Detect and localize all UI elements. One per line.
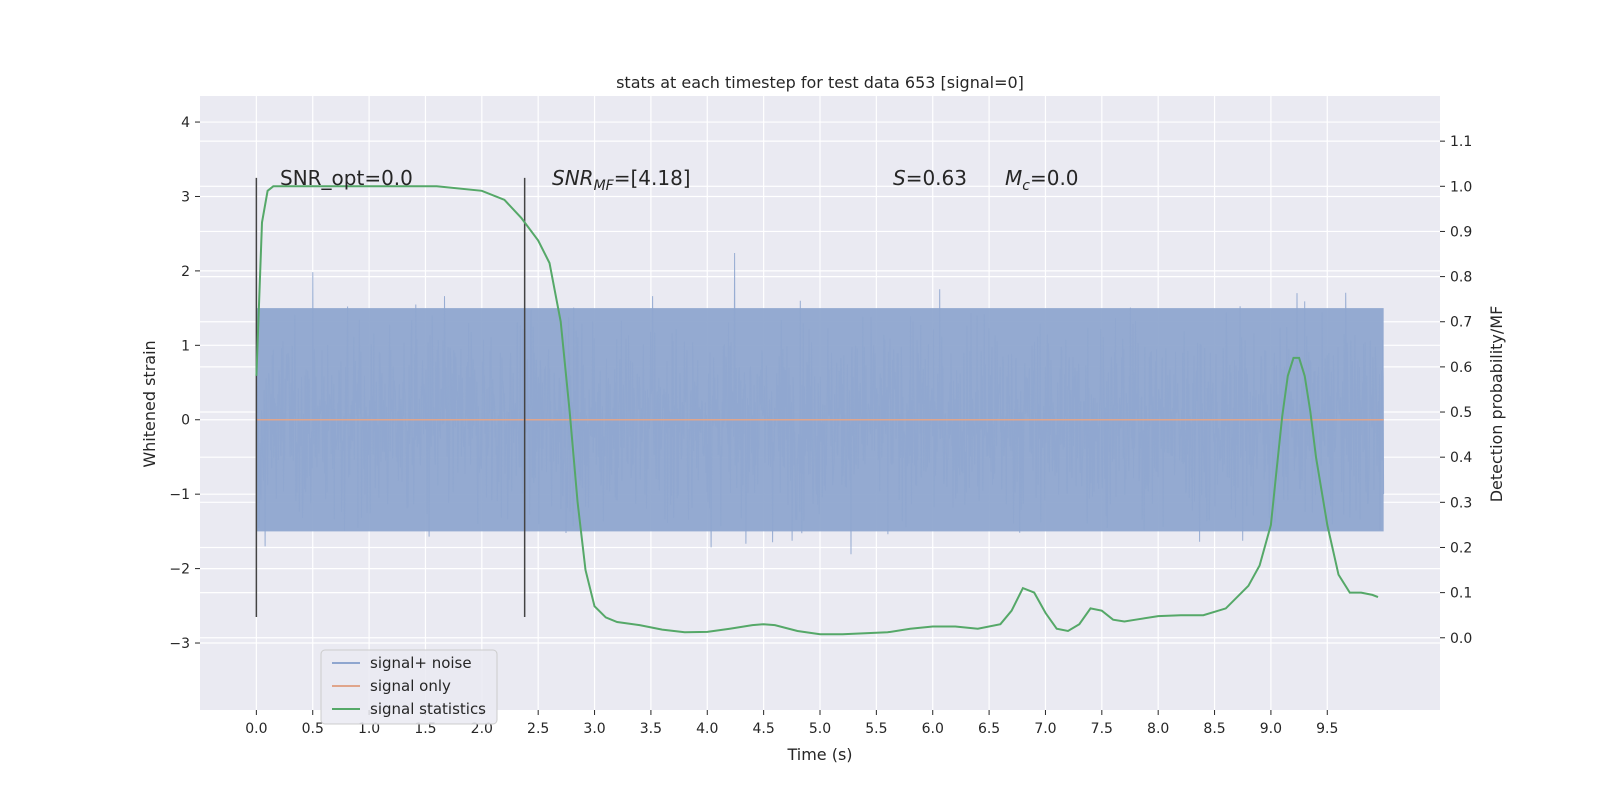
y2-tick-label: 1.0: [1450, 179, 1472, 195]
x-tick-label: 0.0: [245, 721, 267, 737]
y-tick-label: −3: [169, 636, 190, 652]
annotation-s-tail: =0.63: [906, 166, 967, 190]
annotation-s-main: S: [893, 166, 906, 190]
legend-box: [320, 649, 498, 725]
annotation-s: S=0.63: [893, 166, 967, 190]
y2-tick-label: 1.1: [1450, 134, 1472, 150]
y-tick-label: −1: [169, 487, 190, 503]
y2-axis-ticks: 1.1 1.0 0.9 0.8 0.7 0.6 0.5 0.4 0.3 0.2 0.1 0.0: [1440, 134, 1472, 647]
x-tick-label: 8.0: [1147, 721, 1169, 737]
x-tick-label: 1.5: [414, 721, 436, 737]
y-axis-ticks: 4 3 2 1 0 −1 −2 −3: [169, 115, 200, 652]
y-tick-label: 2: [181, 264, 190, 280]
annotation-snr-mf-tail: =[4.18]: [614, 166, 691, 190]
annotation-mc-tail: =0.0: [1030, 166, 1079, 190]
x-tick-label: 9.0: [1260, 721, 1282, 737]
x-tick-label: 2.0: [471, 721, 493, 737]
annotation-snr-mf-sub: MF: [594, 178, 615, 194]
x-tick-label: 4.0: [696, 721, 718, 737]
y-tick-label: 0: [181, 413, 190, 429]
x-tick-label: 2.5: [527, 721, 549, 737]
legend: signal+ noise signal only signal statist…: [320, 649, 498, 725]
y2-tick-label: 0.0: [1450, 631, 1472, 647]
y2-tick-label: 0.2: [1450, 540, 1472, 556]
y-tick-label: 1: [181, 338, 190, 354]
legend-label-signal-only: signal only: [370, 677, 451, 695]
signal-statistics-line: [255, 185, 1379, 636]
x-tick-label: 4.5: [753, 721, 775, 737]
x-tick-label: 5.0: [809, 721, 831, 737]
annotation-mc-sub: c: [1022, 178, 1030, 194]
x-tick-label: 6.0: [922, 721, 944, 737]
y2-tick-label: 0.1: [1450, 586, 1472, 602]
annotation-mc: Mc=0.0: [1005, 166, 1079, 194]
x-tick-label: 7.0: [1034, 721, 1056, 737]
y-tick-label: 3: [181, 189, 190, 205]
chart-title: stats at each timestep for test data 653…: [616, 73, 1024, 92]
x-axis-ticks: 0.0 0.5 1.0 1.5 2.0 2.5 3.0 3.5 4.0 4.5 5.0 5.5 6.0 6…: [245, 710, 1338, 737]
x-tick-label: 0.5: [302, 721, 324, 737]
legend-label-signal-statistics: signal statistics: [370, 700, 486, 718]
x-tick-label: 6.5: [978, 721, 1000, 737]
y-axis-label: Whitened strain: [140, 340, 159, 467]
legend-label-signal-noise: signal+ noise: [370, 654, 472, 672]
y2-tick-label: 0.9: [1450, 224, 1472, 240]
x-tick-label: 1.0: [358, 721, 380, 737]
marker-lines: [255, 177, 526, 617]
annotation-snr-opt: SNR_opt=0.0: [280, 166, 413, 190]
y2-axis-label: Detection probability/MF: [1487, 306, 1506, 503]
y2-tick-label: 0.8: [1450, 270, 1472, 286]
y2-tick-label: 0.5: [1450, 405, 1472, 421]
annotation-mc-main: M: [1005, 166, 1022, 190]
noise-trace: [255, 252, 1385, 555]
x-tick-label: 8.5: [1203, 721, 1225, 737]
series-signal-statistics: [255, 185, 1379, 636]
x-tick-label: 3.0: [583, 721, 605, 737]
x-tick-label: 7.5: [1091, 721, 1113, 737]
annotations: SNR_opt=0.0 SNRMF=[4.18] S=0.63 Mc=0.0: [280, 166, 1079, 194]
y2-tick-label: 0.3: [1450, 495, 1472, 511]
x-tick-label: 9.5: [1316, 721, 1338, 737]
y-tick-label: 4: [181, 115, 190, 131]
x-tick-label: 5.5: [865, 721, 887, 737]
y2-tick-label: 0.6: [1450, 360, 1472, 376]
y2-tick-label: 0.4: [1450, 450, 1472, 466]
annotation-snr-mf-main: SNR: [552, 166, 594, 190]
y2-tick-label: 0.7: [1450, 315, 1472, 331]
x-axis-label: Time (s): [786, 745, 852, 764]
annotation-snr-mf: SNRMF=[4.18]: [552, 166, 691, 194]
x-tick-label: 3.5: [640, 721, 662, 737]
y-tick-label: −2: [169, 562, 190, 578]
